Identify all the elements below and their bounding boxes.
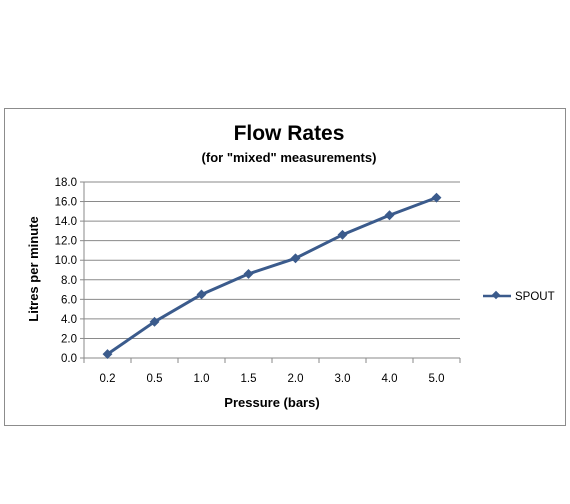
data-point-0-6 bbox=[384, 210, 395, 221]
x-axis-title: Pressure (bars) bbox=[224, 395, 319, 410]
y-tick-label-7: 14.0 bbox=[55, 216, 77, 228]
chart-title: Flow Rates bbox=[234, 122, 345, 145]
series-line-0 bbox=[106, 196, 438, 356]
x-tick-label-7: 5.0 bbox=[429, 373, 445, 385]
x-tick-label-0: 0.2 bbox=[100, 373, 116, 385]
y-axis-title: Litres per minute bbox=[26, 216, 41, 321]
y-axis-ticks: 0.0 2.0 4.0 6.0 8.0 10.0 12.0 14.0 16.0 18.0 bbox=[55, 177, 77, 365]
chart-area: Flow Rates (for "mixed" measurements) 0.… bbox=[4, 108, 566, 426]
y-tick-label-5: 10.0 bbox=[55, 255, 77, 267]
chart-subtitle: (for "mixed" measurements) bbox=[202, 150, 377, 165]
y-tick-label-3: 6.0 bbox=[61, 294, 77, 306]
series-layer bbox=[102, 192, 442, 360]
y-tick-label-8: 16.0 bbox=[55, 197, 77, 209]
gridlines bbox=[80, 181, 460, 359]
y-tick-label-1: 2.0 bbox=[61, 333, 77, 345]
flow-rates-chart: Flow Rates (for "mixed" measurements) 0.… bbox=[26, 122, 555, 410]
data-point-0-2 bbox=[196, 289, 207, 300]
x-tick-label-1: 0.5 bbox=[147, 373, 163, 385]
data-point-0-5 bbox=[337, 229, 348, 240]
y-tick-label-4: 8.0 bbox=[61, 275, 77, 287]
y-tick-label-0: 0.0 bbox=[61, 353, 77, 365]
x-tick-label-3: 1.5 bbox=[241, 373, 257, 385]
data-point-0-0 bbox=[102, 349, 113, 360]
x-tick-label-6: 4.0 bbox=[382, 373, 398, 385]
x-axis-ticks: 0.2 0.5 1.0 1.5 2.0 3.0 4.0 5.0 bbox=[83, 358, 461, 385]
legend: SPOUT bbox=[483, 290, 555, 303]
x-tick-label-2: 1.0 bbox=[194, 373, 210, 385]
data-point-0-1 bbox=[149, 316, 160, 327]
data-point-0-3 bbox=[243, 268, 254, 279]
y-tick-label-6: 12.0 bbox=[55, 236, 77, 248]
x-tick-label-5: 3.0 bbox=[335, 373, 351, 385]
legend-label-spout: SPOUT bbox=[515, 291, 555, 303]
y-tick-label-9: 18.0 bbox=[55, 177, 77, 189]
legend-marker bbox=[491, 290, 501, 300]
y-tick-label-2: 4.0 bbox=[61, 314, 77, 326]
x-tick-label-4: 2.0 bbox=[288, 373, 304, 385]
data-point-0-4 bbox=[290, 253, 301, 264]
